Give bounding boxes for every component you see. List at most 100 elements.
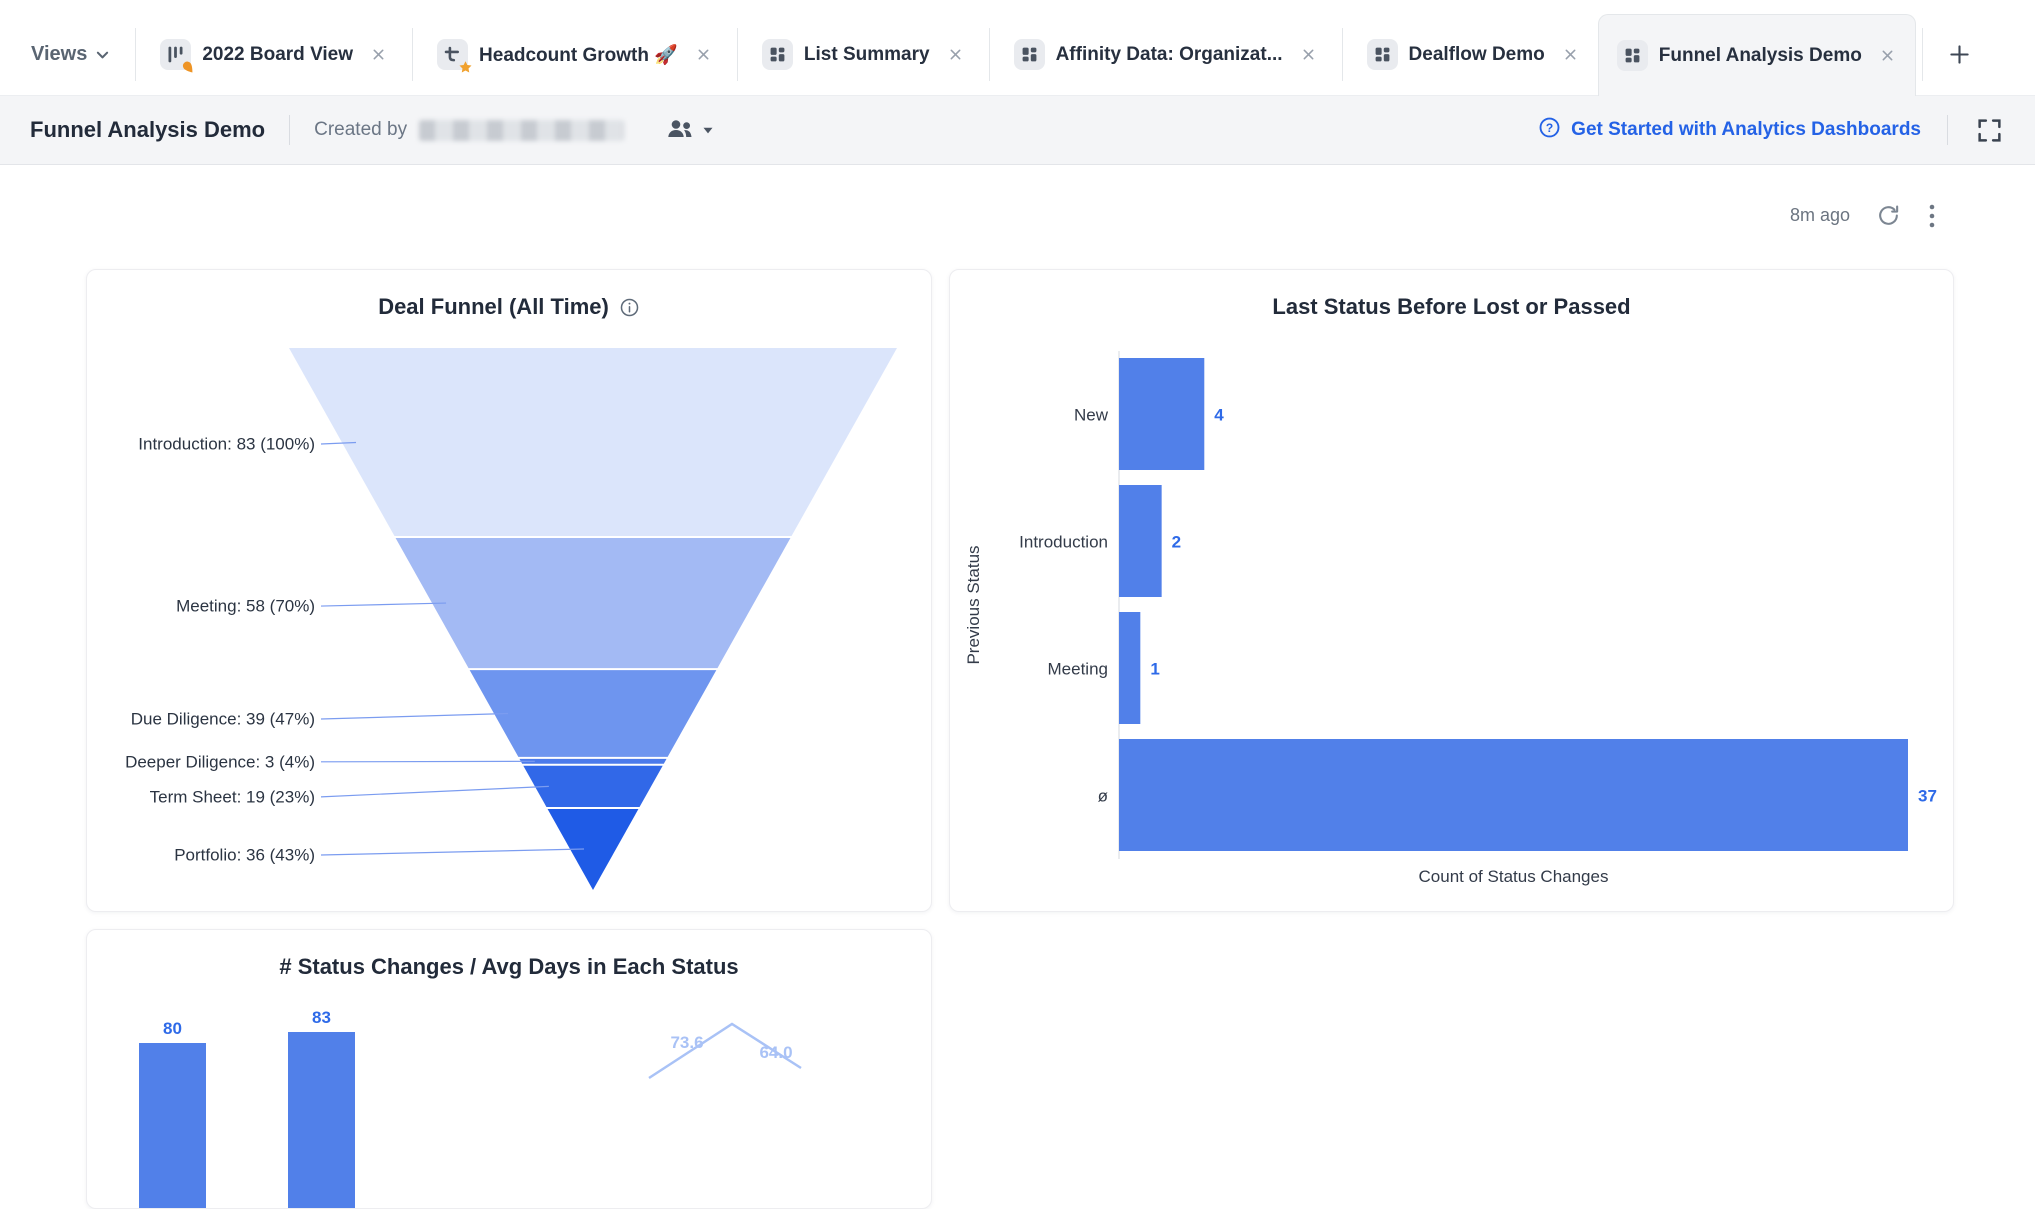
kebab-menu-button[interactable]: [1927, 202, 1937, 230]
y-axis-label: Previous Status: [964, 545, 983, 664]
tab-separator: [1921, 28, 1923, 81]
tab-separator: [412, 28, 414, 81]
bar-value-label: 1: [1150, 660, 1159, 679]
add-tab-button[interactable]: [1933, 14, 1987, 95]
funnel-title-row: Deal Funnel (All Time): [87, 294, 931, 320]
tab-headcount-growth[interactable]: Headcount Growth 🚀: [419, 14, 731, 95]
get-started-link[interactable]: ? Get Started with Analytics Dashboards: [1538, 116, 1921, 145]
last-status-bar-chart: New 4 Introduction 2 Meeting 1 ø 37 Count of Sta…: [964, 351, 1937, 886]
svg-text:?: ?: [1546, 120, 1553, 134]
funnel-segment-deeper-diligence[interactable]: [519, 758, 667, 764]
funnel-stage-label: Portfolio: 36 (43%): [174, 846, 315, 865]
kanban-board-icon: [160, 39, 193, 73]
people-icon: [666, 117, 694, 144]
header-right: ? Get Started with Analytics Dashboards: [1538, 115, 2005, 146]
category-label: New: [1074, 406, 1109, 425]
bar-value-label: 80: [163, 1019, 182, 1038]
tab-label: Affinity Data: Organizat...: [1055, 43, 1283, 65]
tab-close-icon[interactable]: [694, 45, 713, 64]
created-by-label: Created by: [314, 119, 408, 140]
tab-label: Headcount Growth 🚀: [479, 44, 678, 66]
tab-separator: [988, 28, 990, 81]
dashboard-grid-icon: [1616, 40, 1648, 71]
funnel-segment-meeting[interactable]: [395, 538, 791, 669]
bar-Introduction[interactable]: [1119, 485, 1162, 597]
bar[interactable]: [139, 1043, 206, 1209]
tab-close-icon[interactable]: [1878, 46, 1897, 65]
star-badge-icon: [458, 60, 473, 75]
caret-down-icon: [703, 121, 713, 139]
refresh-button[interactable]: [1874, 201, 1903, 230]
dashboard-header: Funnel Analysis Demo Created by ? Get St…: [0, 95, 2035, 165]
tab-affinity-data-organizations[interactable]: Affinity Data: Organizat...: [996, 14, 1336, 95]
get-started-label: Get Started with Analytics Dashboards: [1571, 119, 1921, 140]
header-divider: [289, 115, 291, 145]
shared-users-button[interactable]: [662, 113, 717, 148]
tab-close-icon[interactable]: [369, 45, 388, 64]
tab-dealflow-demo[interactable]: Dealflow Demo: [1349, 14, 1598, 95]
tab-2022-board-view[interactable]: 2022 Board View: [142, 14, 406, 95]
last-refreshed-label: 8m ago: [1789, 205, 1850, 225]
dashboard-grid-icon: [761, 39, 793, 70]
funnel-leader-line: [320, 760, 535, 763]
funnel-stage-label: Term Sheet: 19 (23%): [150, 787, 315, 806]
tab-label: Dealflow Demo: [1408, 43, 1545, 65]
help-circle-icon: ?: [1538, 116, 1561, 145]
info-icon[interactable]: [619, 297, 640, 318]
tab-separator: [736, 28, 738, 81]
tab-list-summary[interactable]: List Summary: [744, 14, 983, 95]
funnel-chart: Introduction: 83 (100%) Meeting: 58 (70%)…: [125, 348, 897, 890]
status-changes-title-row: # Status Changes / Avg Days in Each Stat…: [87, 954, 931, 980]
chevron-down-icon: [96, 43, 109, 66]
page-title: Funnel Analysis Demo: [30, 117, 266, 142]
funnel-segment-portfolio[interactable]: [547, 809, 639, 890]
bar-Meeting[interactable]: [1119, 612, 1141, 724]
bar-ø[interactable]: [1119, 739, 1908, 851]
funnel-leader-line: [320, 712, 509, 720]
header-divider: [1947, 115, 1948, 145]
funnel-leader-line: [320, 441, 357, 445]
funnel-leader-line: [320, 602, 447, 607]
funnel-stage-label: Meeting: 58 (70%): [176, 597, 315, 616]
funnel-chart-card: Deal Funnel (All Time) Introduction: 83 …: [86, 269, 932, 912]
funnel-leader-line: [320, 785, 549, 798]
tab-bar: Views 2022 Board View Headcount Growth 🚀 L…: [0, 0, 2035, 96]
bar-value-label: 37: [1918, 787, 1937, 806]
tab-funnel-analysis-demo[interactable]: Funnel Analysis Demo: [1597, 14, 1916, 96]
funnel-leader-line: [320, 848, 585, 856]
refresh-row: 8m ago: [1790, 201, 1937, 230]
line-value-label: 73.6: [670, 1033, 703, 1052]
last-status-chart-card: Last Status Before Lost or Passed New 4 In…: [949, 269, 1954, 912]
views-dropdown[interactable]: Views: [23, 14, 129, 95]
dashboard-grid-icon: [1013, 39, 1045, 70]
funnel-stage-label: Deeper Diligence: 3 (4%): [125, 752, 315, 771]
bar-New[interactable]: [1119, 358, 1205, 470]
funnel-chart-title: Deal Funnel (All Time): [378, 294, 609, 319]
category-label: ø: [1098, 787, 1108, 806]
dashboard-content: 8m ago Deal Funnel (All Time) Introducti…: [0, 165, 2035, 1209]
creator-name-redacted: [419, 119, 625, 141]
views-label: Views: [31, 43, 88, 65]
category-label: Introduction: [1019, 533, 1108, 552]
tab-label: List Summary: [803, 43, 930, 65]
tab-list: 2022 Board View Headcount Growth 🚀 List Su…: [142, 14, 1928, 96]
tab-close-icon[interactable]: [946, 45, 965, 64]
dashboard-grid-icon: [1366, 39, 1398, 70]
funnel-segment-due-diligence[interactable]: [469, 670, 717, 757]
last-status-title-row: Last Status Before Lost or Passed: [950, 294, 1953, 320]
tab-separator: [135, 28, 137, 81]
funnel-segment-introduction[interactable]: [289, 348, 897, 537]
avg-days-line: [648, 1022, 802, 1080]
tab-close-icon[interactable]: [1561, 45, 1580, 64]
funnel-segment-term-sheet[interactable]: [523, 765, 663, 808]
category-label: Meeting: [1048, 660, 1108, 679]
tab-close-icon[interactable]: [1299, 45, 1318, 64]
fullscreen-button[interactable]: [1974, 115, 2005, 146]
tab-separator: [1341, 28, 1343, 81]
tab-label: Funnel Analysis Demo: [1658, 44, 1862, 66]
line-value-label: 64.0: [759, 1043, 792, 1062]
bar-value-label: 4: [1214, 406, 1224, 425]
bar[interactable]: [288, 1032, 355, 1209]
bar-value-label: 83: [312, 1008, 331, 1027]
